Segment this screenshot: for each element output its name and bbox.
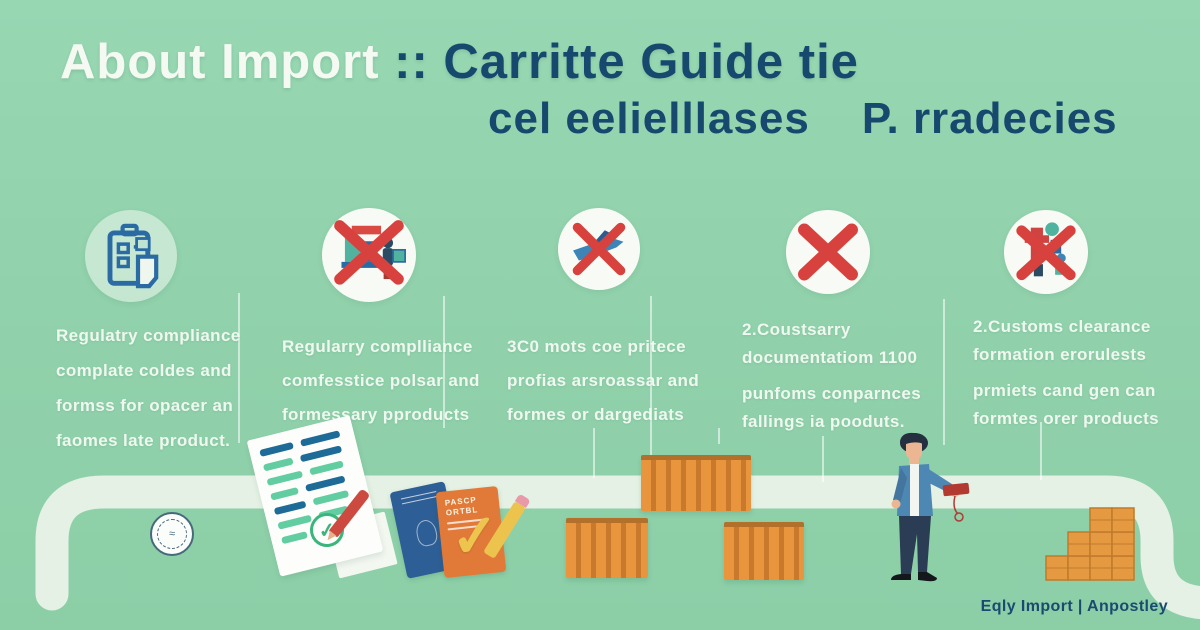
col2-line1: Regularry complliance [282, 337, 473, 356]
icon-circle-5 [1004, 210, 1088, 294]
column-divider [238, 293, 240, 443]
clipboard-documents-icon [107, 223, 159, 289]
col5-line1: 2.Customs clearance [973, 317, 1151, 336]
col1-line3: formss for opacer an [56, 396, 234, 415]
no-customs-items-icon [1016, 222, 1076, 281]
passport-emblem [400, 491, 438, 505]
title-part-white: About Import [60, 35, 380, 89]
col5-line2: formation erorulests [973, 345, 1147, 364]
page-title: About Import :: Carritte Guide tie cel e… [60, 34, 1118, 144]
column-text-2: Regularry complliance comfesstice polsar… [282, 330, 480, 432]
column-divider [443, 296, 445, 428]
divider-stub [593, 428, 595, 478]
col3-line1: 3C0 mots coe pritece [507, 337, 687, 356]
column-text-1: Regulatry compliance complate coldes and… [56, 318, 241, 458]
col2-line2: comfesstice polsar and [282, 371, 480, 390]
title-part-navy: :: Carritte Guide tie [379, 35, 859, 89]
col3-line3: formes or dargediats [507, 405, 685, 424]
col4-line2: documentatiom 1100 [742, 348, 918, 367]
col5-line4: formtes orer products [973, 409, 1159, 428]
shipping-container [641, 455, 751, 511]
icon-circle-4 [786, 210, 870, 294]
stamp-glyph: ≈ [168, 528, 176, 540]
title-line-2: cel eelielllases P. rradecies [488, 94, 1118, 144]
column-text-5: 2.Customs clearance formation erorulests… [973, 313, 1159, 433]
no-store-goods-icon [334, 220, 406, 285]
icon-circle-3 [558, 208, 640, 290]
icon-circle-1 [85, 210, 177, 302]
passport-crest [414, 518, 440, 548]
col4-line4: fallings ia pooduts. [742, 412, 905, 431]
no-airplane-icon [572, 222, 626, 276]
stamp-icon: ≈ [150, 512, 194, 556]
col3-line2: profias arsroassar and [507, 371, 700, 390]
column-divider [650, 296, 652, 468]
shipping-container [724, 522, 804, 580]
person-figure [891, 432, 970, 582]
col1-line2: complate coldes and [56, 361, 232, 380]
title-line2-right: P. rradecies [861, 94, 1118, 143]
col4-line1: 2.Coustsarry [742, 320, 851, 339]
divider-stub [822, 436, 824, 482]
divider-stub [718, 428, 720, 444]
column-text-4: 2.Coustsarry documentatiom 1100 punfoms … [742, 316, 921, 436]
col5-line3: prmiets cand gen can [973, 381, 1156, 400]
title-line2-left: cel eelielllases [488, 94, 810, 143]
parcel-stack [1045, 507, 1135, 581]
title-line-1: About Import :: Carritte Guide tie [60, 34, 1118, 90]
red-cross-icon [798, 223, 858, 281]
stamp-inner: ≈ [157, 519, 187, 549]
col1-line1: Regulatry compliance [56, 326, 241, 345]
column-text-3: 3C0 mots coe pritece profias arsroassar … [507, 330, 699, 432]
footer-caption: Eqly Import | Anpostley [980, 598, 1168, 615]
icon-circle-2 [322, 208, 416, 302]
col1-line4: faomes late product. [56, 431, 231, 450]
column-divider [943, 299, 945, 445]
col4-line3: punfoms conparnces [742, 384, 922, 403]
divider-stub [1040, 422, 1042, 480]
shipping-container [566, 518, 648, 578]
